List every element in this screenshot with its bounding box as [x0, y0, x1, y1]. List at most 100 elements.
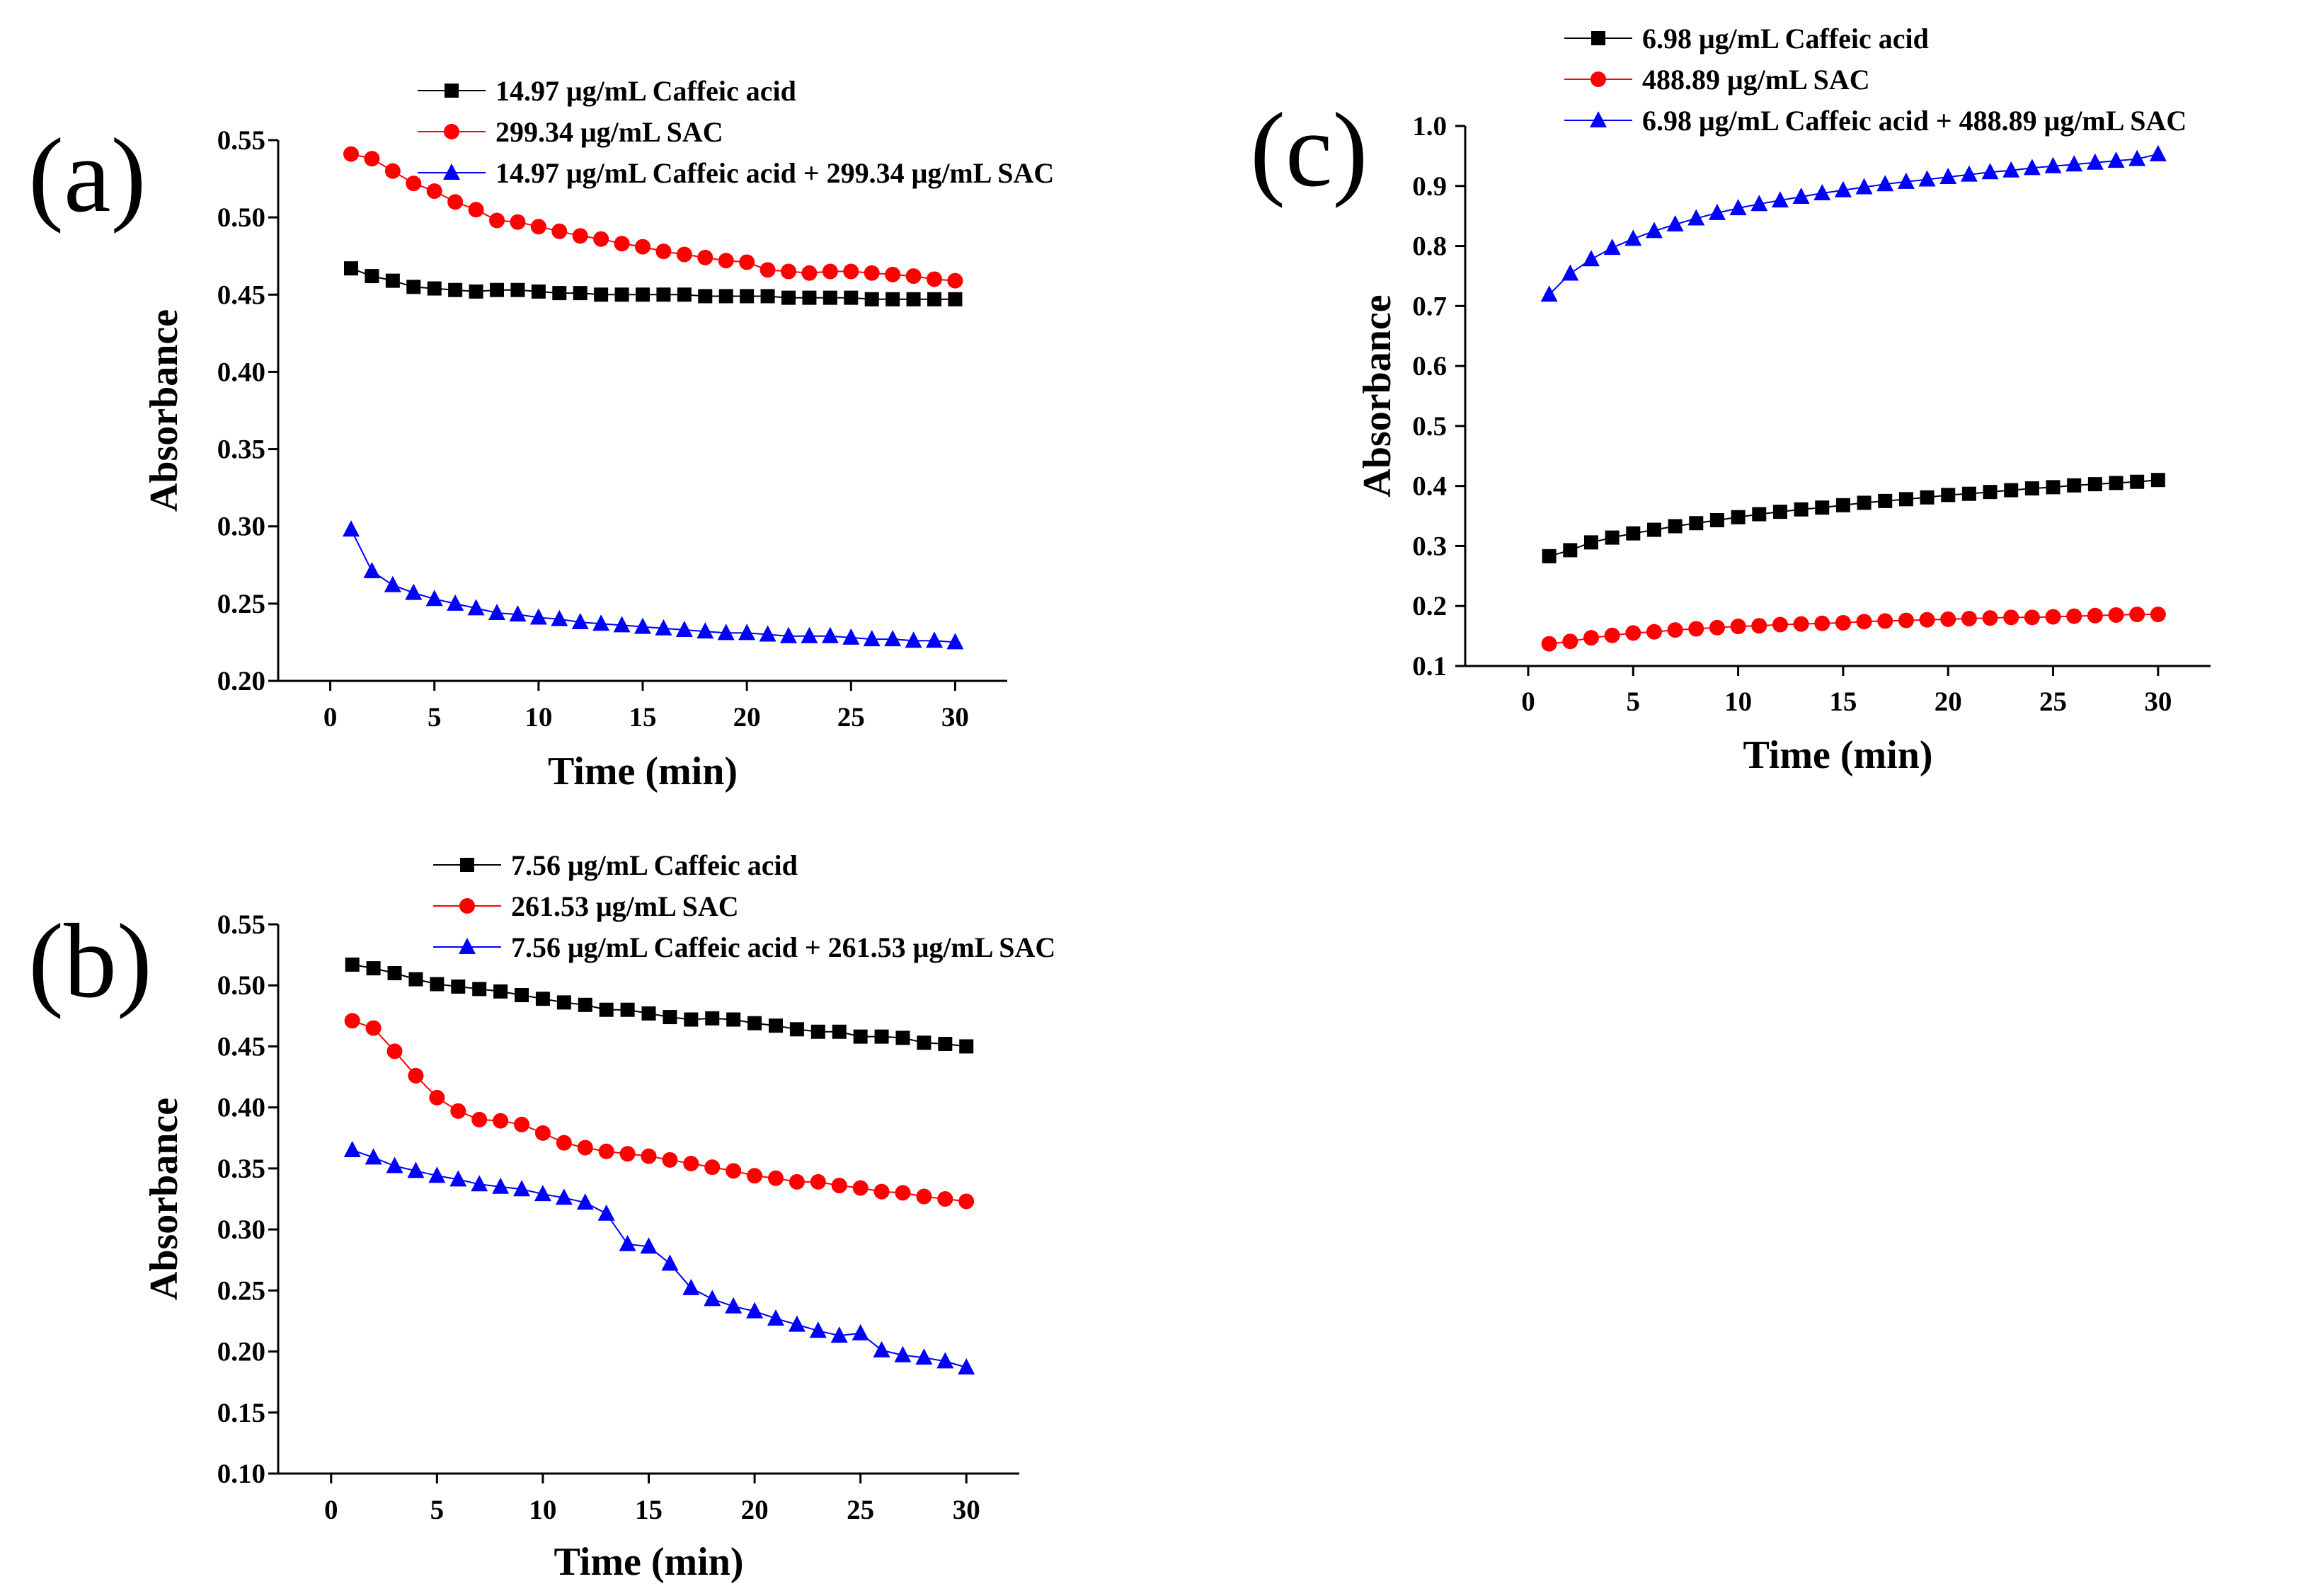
y-tick-label: 0.30 [217, 1215, 265, 1245]
data-point [634, 617, 651, 634]
data-point [697, 622, 714, 639]
y-axis-label: Absorbance [142, 309, 186, 512]
data-point [768, 1018, 783, 1033]
legend-label: 299.34 μg/mL SAC [495, 116, 723, 148]
data-point [1898, 492, 1913, 507]
data-point [1689, 516, 1704, 531]
data-point [705, 1011, 720, 1026]
y-tick-label: 0.1 [1412, 651, 1447, 682]
legend-marker [1591, 31, 1605, 45]
data-point [2003, 609, 2019, 626]
data-point [1604, 627, 1620, 643]
data-point [1918, 170, 1936, 187]
panel-c: 0.1 0.2 0.3 0.4 0.5 0.6 0.7 0.8 0.9 1.0 0 5 10 15 20 25… [1250, 23, 2211, 777]
data-point [447, 594, 464, 611]
x-tick-label: 30 [941, 702, 969, 733]
data-point [593, 231, 609, 247]
series-line [1548, 153, 2159, 295]
y-tick-label: 0.20 [217, 666, 265, 696]
data-point [448, 282, 463, 297]
data-point [469, 284, 483, 299]
data-point [905, 268, 922, 285]
y-tick-label: 0.2 [1412, 591, 1447, 621]
data-point [1961, 486, 1976, 501]
data-point [343, 1141, 361, 1158]
series-line [352, 1020, 967, 1202]
x-tick-label: 10 [529, 1495, 556, 1525]
legend-entry: 6.98 μg/mL Caffeic acid [1564, 23, 1929, 54]
data-point [740, 289, 755, 304]
legend-marker [459, 898, 475, 914]
data-point [599, 1002, 614, 1017]
data-point [759, 625, 776, 642]
data-point [938, 1036, 953, 1051]
series-triangle [343, 1141, 975, 1374]
data-point [959, 1039, 974, 1054]
data-point [726, 1012, 741, 1027]
data-point [365, 1148, 382, 1165]
data-point [789, 1022, 804, 1037]
x-tick-label: 5 [430, 1495, 445, 1525]
legend-marker [444, 124, 459, 139]
y-tick-label: 0.35 [217, 1154, 265, 1184]
data-point [1981, 163, 1999, 180]
data-point [573, 286, 588, 301]
data-point [1542, 549, 1557, 563]
y-tick-label: 0.50 [217, 202, 265, 233]
series-triangle [1540, 144, 2167, 302]
legend-marker [460, 858, 474, 872]
data-point [534, 1125, 551, 1141]
data-point [1793, 616, 1809, 632]
data-point [577, 1139, 593, 1156]
data-point [1667, 622, 1683, 638]
data-point [636, 287, 650, 302]
y-tick-label: 0.5 [1412, 411, 1447, 442]
data-point [2130, 474, 2145, 489]
data-point [363, 562, 381, 579]
data-point [514, 1116, 530, 1132]
y-tick-label: 0.9 [1412, 171, 1447, 202]
data-point [1982, 610, 1998, 626]
data-point [406, 280, 421, 294]
data-point [1835, 498, 1850, 512]
data-point [2107, 151, 2125, 168]
data-point [704, 1290, 721, 1307]
y-tick-label: 0.55 [217, 909, 265, 940]
data-point [510, 214, 526, 230]
data-point [746, 1302, 764, 1319]
data-point [471, 1175, 488, 1192]
data-point [551, 609, 568, 626]
data-point [1646, 522, 1661, 537]
y-tick-label: 0.25 [217, 589, 265, 619]
data-point [802, 290, 817, 305]
data-point [1898, 612, 1914, 628]
data-point [1562, 633, 1578, 650]
data-point [1920, 490, 1935, 505]
data-point [1813, 183, 1831, 200]
data-point [1835, 614, 1851, 631]
data-point [946, 633, 964, 650]
x-axis-label: Time (min) [548, 750, 738, 793]
data-point [843, 263, 859, 280]
data-point [767, 1309, 784, 1326]
data-point [364, 151, 380, 167]
data-point [428, 1166, 446, 1183]
x-tick-label: 5 [428, 702, 442, 733]
data-point [1626, 526, 1641, 541]
data-point [635, 239, 650, 255]
data-point [2087, 607, 2103, 624]
data-point [863, 630, 881, 647]
data-point [697, 249, 713, 265]
data-point [2129, 607, 2145, 623]
data-point [874, 1029, 889, 1044]
panel-b: 0.10 0.15 0.20 0.25 0.30 0.35 0.40 0.45 0.50 0.55… [28, 849, 1055, 1584]
data-point [781, 290, 796, 305]
legend-label: 6.98 μg/mL Caffeic acid + 488.89 μg/mL S… [1642, 105, 2186, 137]
data-point [641, 1006, 656, 1021]
data-point [725, 1297, 743, 1314]
data-point [927, 292, 941, 306]
data-point [427, 281, 442, 296]
data-point [429, 1089, 445, 1106]
legend-marker [443, 163, 460, 180]
